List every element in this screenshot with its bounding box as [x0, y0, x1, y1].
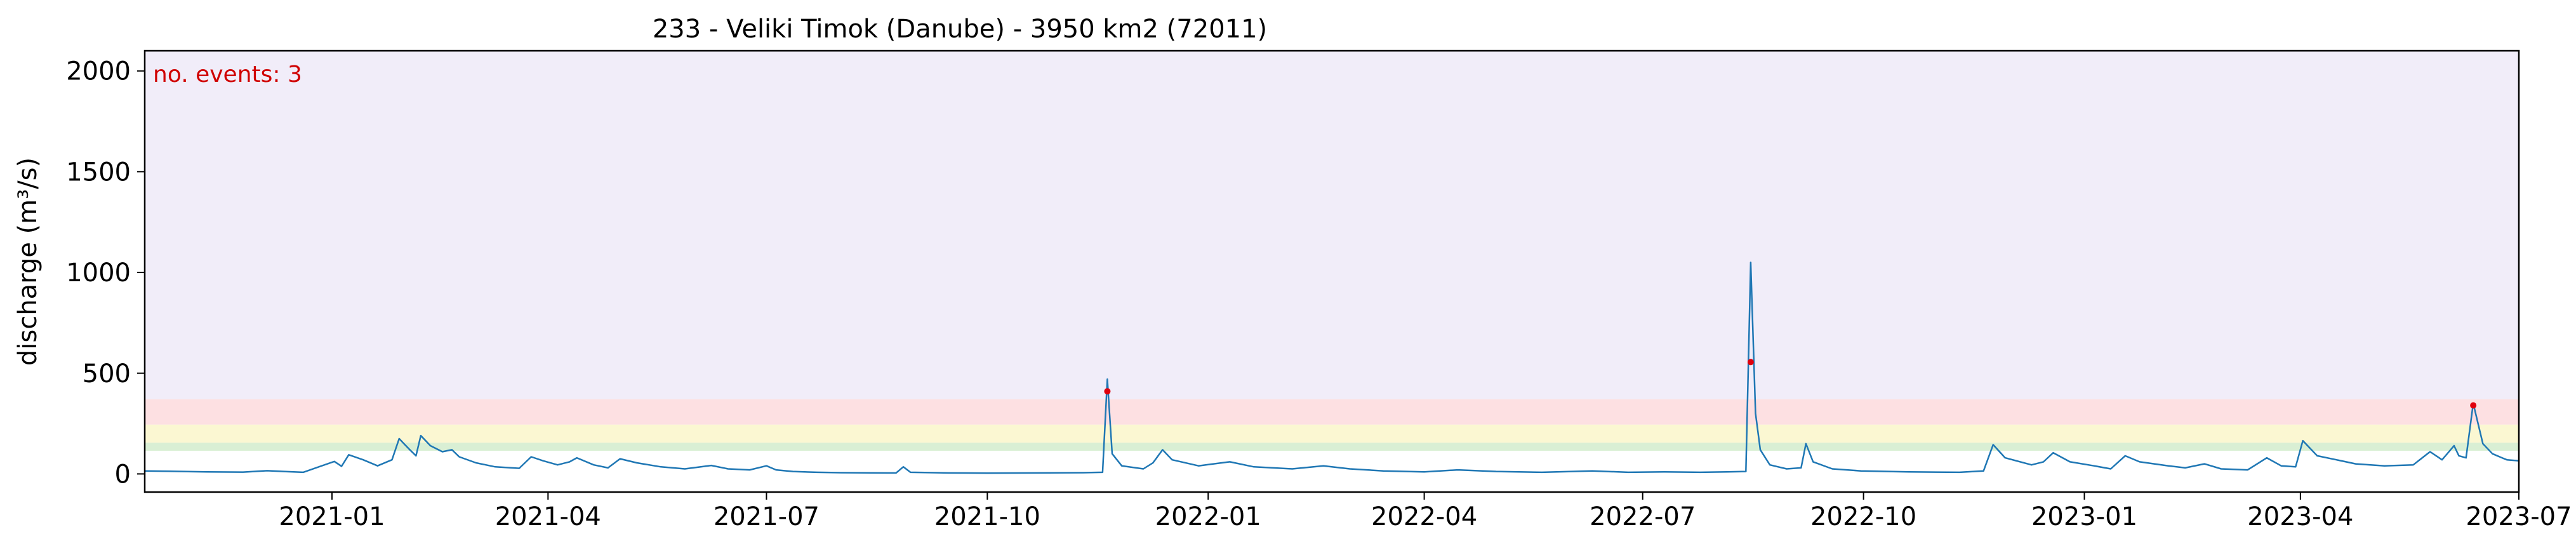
threshold-band-green [145, 443, 2519, 451]
threshold-band-yellow [145, 424, 2519, 443]
y-tick-label: 1000 [66, 258, 131, 288]
x-tick-label: 2022-10 [1810, 502, 1916, 531]
threshold-band-purple [145, 51, 2519, 400]
y-tick-label: 1500 [66, 157, 131, 187]
y-tick-label: 2000 [66, 57, 131, 86]
series-line-discharge [144, 261, 2520, 474]
x-tick-label: 2021-07 [714, 502, 820, 531]
event-marker [1104, 388, 1111, 395]
event-marker [2470, 402, 2477, 409]
event-marker [1747, 359, 1754, 366]
x-tick-label: 2023-04 [2247, 502, 2353, 531]
x-tick-label: 2022-07 [1590, 502, 1696, 531]
x-tick-label: 2023-01 [2031, 502, 2137, 531]
y-tick-label: 500 [83, 359, 131, 389]
chart-title: 233 - Veliki Timok (Danube) - 3950 km2 (… [653, 15, 1267, 44]
event-count-annotation: no. events: 3 [153, 62, 302, 88]
x-tick-label: 2022-04 [1371, 502, 1477, 531]
x-tick-label: 2023-07 [2466, 502, 2572, 531]
x-tick-label: 2021-10 [934, 502, 1040, 531]
x-tick-label: 2021-01 [279, 502, 385, 531]
plot-frame [143, 50, 2520, 493]
x-tick-label: 2022-01 [1155, 502, 1261, 531]
discharge-series [144, 261, 2520, 474]
x-tick-label: 2021-04 [495, 502, 601, 531]
y-tick-label: 0 [115, 460, 131, 489]
threshold-bands [145, 51, 2519, 451]
event-markers [1104, 359, 2477, 409]
y-axis: 0 500 1000 1500 2000 [66, 57, 145, 489]
threshold-band-red [145, 399, 2519, 425]
x-axis: 2021-01 2021-04 2021-07 2021-10 2022-01 2022-… [279, 492, 2572, 531]
y-axis-label: discharge (m³/s) [13, 157, 43, 366]
